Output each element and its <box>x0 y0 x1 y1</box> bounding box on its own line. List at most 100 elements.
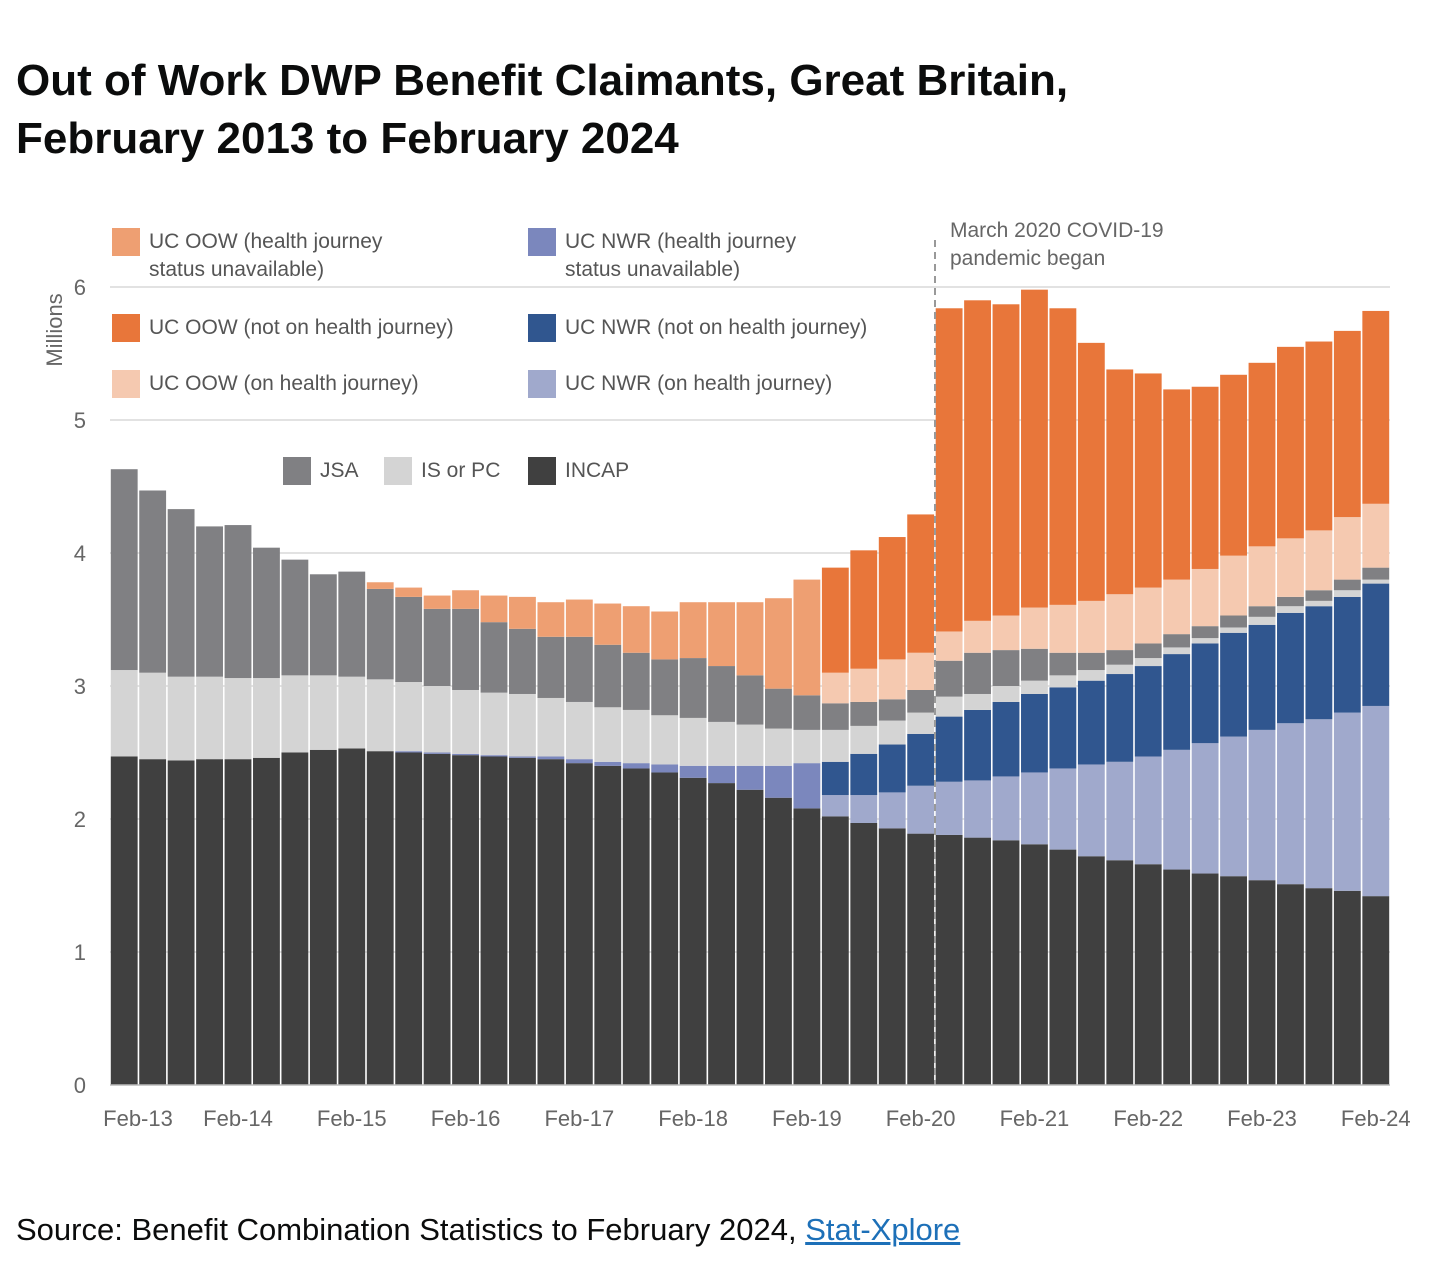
bar-segment-jsa <box>1333 579 1361 591</box>
legend-swatch <box>528 314 556 342</box>
legend-jsa: JSA <box>283 457 359 485</box>
bar-segment-incap <box>765 797 792 1085</box>
legend-uc-nwr-not-health: UC NWR (not on health journey) <box>528 314 867 342</box>
bar-segment-incap <box>1362 896 1390 1085</box>
bar-segment-jsa <box>622 652 650 710</box>
legend-label: JSA <box>320 459 359 482</box>
bar-segment-uc-oow-on-health-journey <box>1049 604 1077 653</box>
bar-segment-is-or-pc <box>110 670 138 757</box>
bar-segment-jsa <box>1277 596 1304 607</box>
x-tick-label: Feb-18 <box>658 1106 728 1131</box>
bar-segment-uc-oow-not-on-health-journey <box>850 550 878 669</box>
x-tick-label: Feb-14 <box>203 1106 273 1131</box>
bar-segment-uc-nwr-health-journey-status-unavailable <box>509 756 536 758</box>
bar-segment-jsa <box>196 526 223 677</box>
bar-segment-uc-oow-health-journey-status-unavailable <box>509 596 536 629</box>
bar-segment-uc-oow-on-health-journey <box>992 615 1020 651</box>
y-tick-label: 4 <box>74 541 86 566</box>
bar-segment-uc-nwr-health-journey-status-unavailable <box>793 763 821 809</box>
bar-segment-uc-oow-on-health-journey <box>850 668 878 702</box>
bar-segment-uc-nwr-on-health-journey <box>1077 764 1105 857</box>
bar-segment-uc-nwr-not-on-health-journey <box>1163 654 1191 750</box>
bar-segment-is-or-pc <box>366 679 394 752</box>
source-note: Source: Benefit Combination Statistics t… <box>16 1212 960 1248</box>
bar-segment-is-or-pc <box>651 715 679 765</box>
bar-segment-is-or-pc <box>1248 616 1276 625</box>
bar-segment-uc-nwr-on-health-journey <box>964 780 991 838</box>
bar-segment-jsa <box>110 469 138 671</box>
bar-segment-jsa <box>309 574 337 676</box>
legend-incap: INCAP <box>528 457 629 485</box>
bar-segment-incap <box>1134 864 1162 1085</box>
bar-segment-uc-oow-on-health-journey <box>1134 587 1162 644</box>
x-tick-label: Feb-13 <box>103 1106 173 1131</box>
bar-segment-incap <box>821 816 849 1085</box>
bar-segment-is-or-pc <box>1021 680 1048 694</box>
bar-segment-incap <box>281 752 309 1085</box>
bar-segment-jsa <box>1248 606 1276 617</box>
stat-xplore-link[interactable]: Stat-Xplore <box>805 1212 961 1247</box>
bar-segment-jsa <box>167 509 195 677</box>
bar-segment-jsa <box>708 666 735 722</box>
bar-segment-jsa <box>679 658 707 718</box>
bar-segment-incap <box>338 748 366 1085</box>
bar-segment-incap <box>565 763 593 1085</box>
bar-segment-uc-nwr-health-journey-status-unavailable <box>423 752 451 754</box>
bar-segment-jsa <box>480 622 508 693</box>
bar-segment-jsa <box>139 490 167 673</box>
bar-segment-uc-nwr-on-health-journey <box>1362 705 1390 897</box>
y-axis-label: Millions <box>42 293 67 366</box>
bar-segment-is-or-pc <box>793 729 821 764</box>
bar-segment-uc-nwr-on-health-journey <box>935 781 963 835</box>
bar-segment-is-or-pc <box>708 721 735 766</box>
bar-segment-uc-nwr-not-on-health-journey <box>878 744 906 793</box>
bar-segment-is-or-pc <box>167 676 195 761</box>
bar-segment-uc-oow-not-on-health-journey <box>1021 289 1048 608</box>
bar-segment-uc-nwr-on-health-journey <box>1134 756 1162 865</box>
bar-segment-incap <box>224 759 252 1085</box>
bar-segment-jsa <box>366 588 394 680</box>
bar-segment-uc-nwr-not-on-health-journey <box>1106 674 1134 762</box>
bar-segment-incap <box>366 751 394 1085</box>
bar-segment-uc-nwr-not-on-health-journey <box>1134 666 1162 757</box>
bar-segment-uc-oow-not-on-health-journey <box>1362 310 1390 504</box>
bar-segment-uc-nwr-health-journey-status-unavailable <box>480 755 508 757</box>
bar-segment-uc-oow-on-health-journey <box>1163 579 1191 635</box>
bar-segment-incap <box>1277 884 1304 1085</box>
bar-segment-uc-oow-on-health-journey <box>1277 538 1304 597</box>
bar-segment-uc-nwr-not-on-health-journey <box>1077 680 1105 765</box>
bar-segment-incap <box>935 834 963 1085</box>
bar-segment-uc-nwr-on-health-journey <box>1163 749 1191 870</box>
bar-segment-uc-oow-on-health-journey <box>1248 546 1276 607</box>
legend-swatch <box>283 457 311 485</box>
bar-segment-uc-oow-health-journey-status-unavailable <box>594 603 622 645</box>
bar-segment-uc-nwr-on-health-journey <box>1277 723 1304 885</box>
legend-uc-nwr-unavailable: UC NWR (health journey status unavailable… <box>528 228 796 284</box>
bar-segment-incap <box>537 759 565 1085</box>
bar-segment-uc-oow-health-journey-status-unavailable <box>395 587 423 597</box>
bar-segment-uc-nwr-health-journey-status-unavailable <box>537 756 565 760</box>
bar-segment-uc-oow-on-health-journey <box>1305 530 1333 591</box>
bar-segment-is-or-pc <box>1049 675 1077 688</box>
bar-segment-jsa <box>1049 652 1077 676</box>
bar-segment-uc-nwr-not-on-health-journey <box>1049 687 1077 769</box>
bar-segment-incap <box>480 756 508 1085</box>
bar-segment-incap <box>850 822 878 1085</box>
bar-segment-uc-nwr-health-journey-status-unavailable <box>679 765 707 778</box>
bar-segment-incap <box>1333 890 1361 1085</box>
bar-segment-incap <box>1163 869 1191 1085</box>
bar-segment-uc-nwr-not-on-health-journey <box>992 701 1020 777</box>
bar-segment-jsa <box>992 650 1020 686</box>
bar-segment-uc-nwr-on-health-journey <box>1248 729 1276 881</box>
bar-segment-incap <box>1305 888 1333 1085</box>
bar-segment-is-or-pc <box>878 720 906 745</box>
bar-segment-is-or-pc <box>935 696 963 717</box>
bar-segment-jsa <box>452 608 479 690</box>
bar-segment-uc-oow-on-health-journey <box>1106 594 1134 651</box>
bar-segment-is-or-pc <box>452 689 479 754</box>
legend-label: INCAP <box>565 459 630 482</box>
bar-segment-uc-nwr-not-on-health-journey <box>935 716 963 782</box>
bar-segment-jsa <box>736 675 764 725</box>
bar-segment-uc-oow-not-on-health-journey <box>1305 341 1333 531</box>
